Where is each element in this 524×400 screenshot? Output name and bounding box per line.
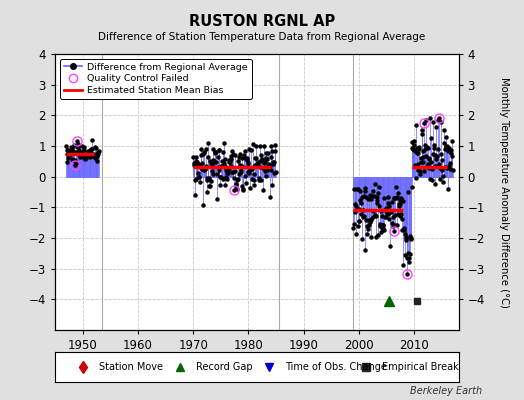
Y-axis label: Monthly Temperature Anomaly Difference (°C): Monthly Temperature Anomaly Difference (… bbox=[499, 76, 509, 308]
Text: Station Move: Station Move bbox=[100, 362, 163, 372]
Text: Difference of Station Temperature Data from Regional Average: Difference of Station Temperature Data f… bbox=[99, 32, 425, 42]
Text: Berkeley Earth: Berkeley Earth bbox=[410, 386, 482, 396]
Text: Empirical Break: Empirical Break bbox=[382, 362, 458, 372]
Text: Record Gap: Record Gap bbox=[196, 362, 253, 372]
Text: Time of Obs. Change: Time of Obs. Change bbox=[285, 362, 387, 372]
Text: RUSTON RGNL AP: RUSTON RGNL AP bbox=[189, 14, 335, 29]
Legend: Difference from Regional Average, Quality Control Failed, Estimated Station Mean: Difference from Regional Average, Qualit… bbox=[60, 59, 252, 99]
